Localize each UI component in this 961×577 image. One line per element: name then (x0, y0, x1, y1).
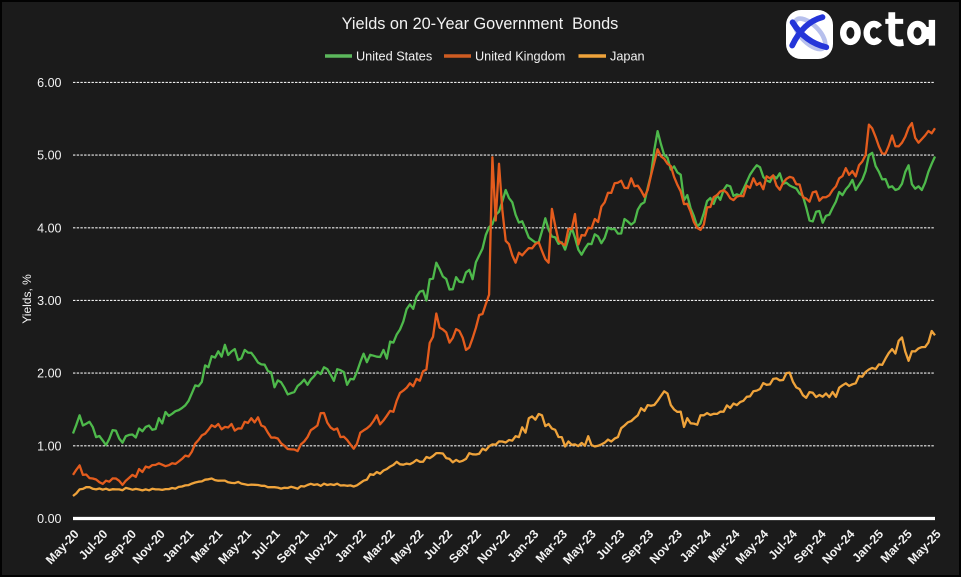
svg-text:Nov-23: Nov-23 (647, 527, 685, 567)
svg-text:4.00: 4.00 (37, 221, 61, 235)
svg-text:Nov-20: Nov-20 (130, 527, 168, 567)
svg-text:3.00: 3.00 (37, 294, 61, 308)
svg-text:Japan: Japan (610, 50, 645, 64)
svg-text:Yields on 20-Year Government: Yields on 20-Year Government Bonds (342, 15, 619, 33)
svg-text:United States: United States (356, 50, 432, 64)
svg-text:United Kingdom: United Kingdom (475, 50, 565, 64)
svg-text:2.00: 2.00 (37, 367, 61, 381)
svg-text:6.00: 6.00 (37, 76, 61, 90)
svg-text:Yields, %: Yields, % (20, 274, 34, 324)
svg-text:1.00: 1.00 (37, 439, 61, 453)
svg-text:Nov-21: Nov-21 (302, 527, 340, 567)
svg-text:Nov-22: Nov-22 (474, 527, 512, 567)
svg-text:5.00: 5.00 (37, 149, 61, 163)
svg-text:0.00: 0.00 (37, 512, 61, 526)
svg-text:May-20: May-20 (43, 527, 82, 567)
svg-text:Nov-24: Nov-24 (819, 527, 857, 567)
